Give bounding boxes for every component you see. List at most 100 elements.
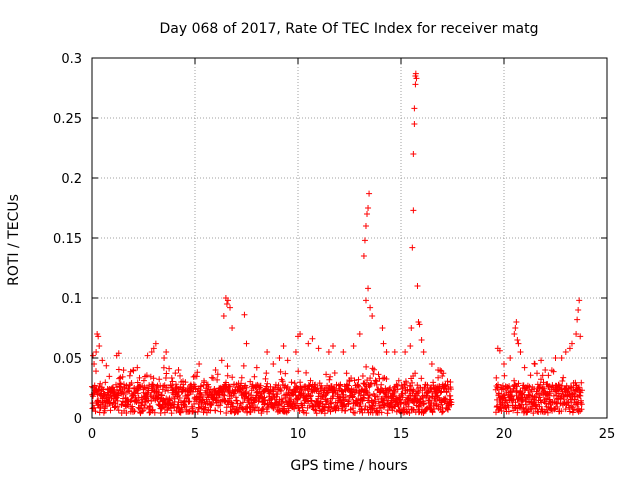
x-tick-label: 5: [191, 427, 199, 442]
x-tick-label: 0: [88, 427, 96, 442]
roti-point: [573, 331, 580, 337]
x-tick-label: 10: [290, 427, 307, 442]
roti-point: [496, 347, 503, 354]
roti-point: [144, 352, 151, 359]
roti-data-points: [90, 70, 584, 385]
roti-point: [95, 333, 102, 340]
y-tick-label: 0.1: [61, 292, 82, 307]
roti-point: [411, 121, 418, 127]
roti-point: [414, 283, 421, 289]
roti-point: [229, 325, 236, 331]
roti-point: [325, 349, 332, 355]
roti-point: [315, 345, 322, 352]
roti-point: [410, 207, 417, 214]
roti-point: [161, 355, 168, 361]
roti-point: [130, 367, 137, 373]
roti-point: [356, 331, 363, 337]
roti-point: [514, 337, 521, 343]
roti-point: [361, 237, 368, 244]
roti-point: [407, 343, 414, 349]
y-tick-label: 0.25: [53, 112, 82, 127]
roti-point: [99, 357, 106, 364]
roti-point: [330, 343, 337, 349]
roti-point: [305, 340, 312, 347]
x-tick-label: 15: [393, 427, 410, 442]
roti-point: [264, 349, 271, 355]
roti-point: [521, 364, 528, 371]
roti-point: [148, 349, 155, 355]
roti-point: [93, 349, 100, 355]
roti-point: [428, 361, 435, 367]
roti-point: [408, 325, 415, 331]
roti-point: [152, 340, 159, 347]
roti-point: [416, 321, 423, 328]
roti-point: [439, 373, 446, 379]
roti-point: [163, 349, 170, 355]
roti-point: [447, 379, 454, 385]
roti-point: [96, 343, 103, 349]
roti-point: [243, 340, 250, 347]
roti-point: [224, 297, 231, 304]
roti-point: [531, 361, 538, 367]
roti-point: [420, 349, 427, 355]
roti-baseline-crosses: [89, 360, 585, 417]
roti-point: [538, 357, 545, 364]
roti-point: [412, 81, 419, 88]
roti-point: [150, 345, 157, 352]
x-tick-label: 20: [496, 427, 513, 442]
roti-point: [284, 357, 291, 364]
roti-point: [364, 211, 371, 217]
roti-point: [575, 307, 582, 313]
roti-point: [391, 349, 398, 355]
roti-point: [309, 335, 316, 342]
roti-point: [366, 190, 373, 197]
roti-point: [418, 337, 425, 343]
roti-point: [220, 313, 227, 319]
grid-lines: [92, 58, 607, 418]
roti-point: [223, 301, 230, 307]
roti-point: [412, 70, 419, 77]
roti-point: [362, 223, 369, 229]
chart-title: Day 068 of 2017, Rate Of TEC Index for r…: [160, 21, 539, 37]
roti-point: [241, 311, 248, 318]
roti-point: [512, 325, 519, 331]
roti-point: [576, 297, 583, 304]
roti-point: [362, 297, 369, 304]
roti-point: [276, 355, 283, 361]
roti-point: [568, 340, 575, 347]
roti-point: [218, 357, 225, 364]
roti-point: [115, 350, 122, 357]
y-axis-label: ROTI / TECUs: [6, 194, 22, 286]
roti-point: [574, 316, 581, 323]
y-tick-label: 0.15: [53, 232, 82, 247]
roti-point: [134, 364, 141, 371]
roti-point: [380, 340, 387, 347]
roti-point: [562, 349, 569, 355]
plot-frame: [91, 57, 608, 419]
roti-point: [383, 349, 390, 355]
roti-point: [192, 373, 198, 379]
roti-point: [558, 355, 565, 361]
roti-point: [542, 367, 549, 373]
roti-point: [280, 343, 287, 349]
roti-point: [435, 367, 442, 373]
roti-point: [292, 349, 299, 355]
y-tick-label: 0.2: [61, 172, 82, 187]
roti-point: [196, 361, 203, 367]
roti-point: [501, 361, 507, 367]
roti-point: [297, 331, 304, 337]
y-axis-ticks: 0 0.05 0.1 0.15 0.2 0.25 0.3: [53, 52, 607, 427]
roti-point: [379, 325, 386, 331]
x-tick-label: 25: [599, 427, 616, 442]
roti-point: [369, 313, 376, 319]
roti-point: [360, 253, 367, 259]
roti-point: [402, 349, 409, 355]
roti-point: [175, 367, 182, 373]
roti-point: [253, 364, 260, 371]
roti-point: [367, 304, 374, 311]
x-axis-ticks: 0 5 10 15 20 25: [88, 58, 615, 442]
roti-point: [513, 319, 520, 325]
roti-point: [270, 361, 277, 367]
roti-point: [227, 304, 234, 311]
